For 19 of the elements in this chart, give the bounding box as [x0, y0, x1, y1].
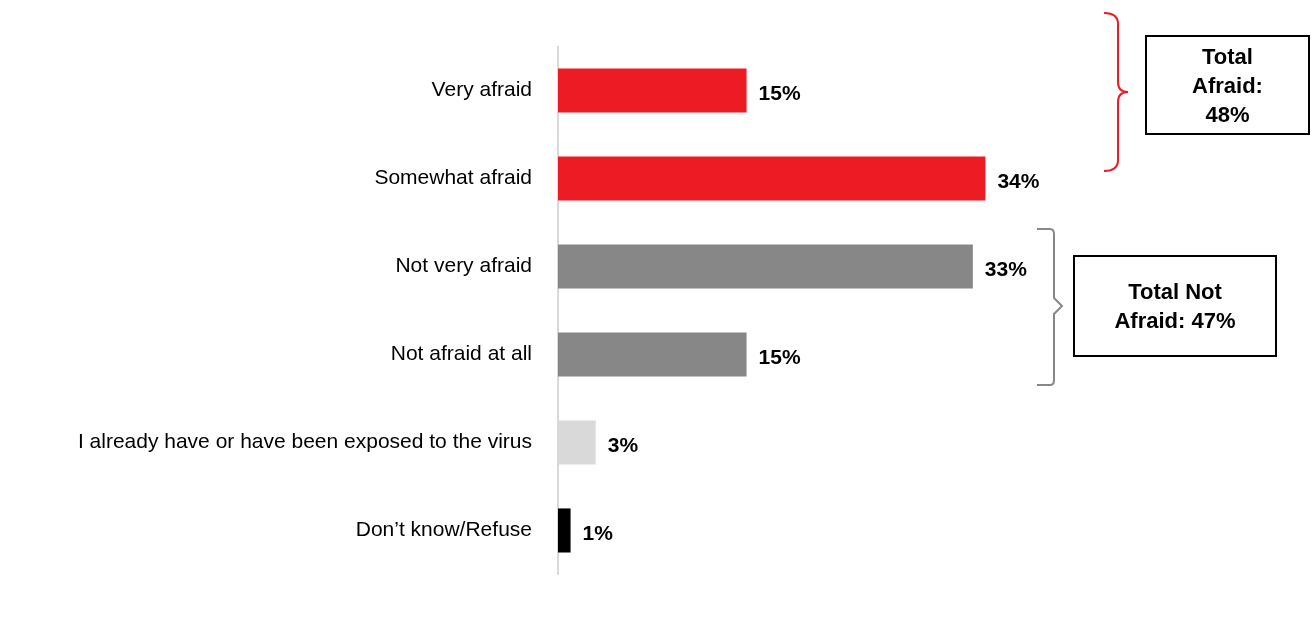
data-label: 34% — [997, 169, 1040, 193]
data-label: 3% — [607, 433, 639, 457]
y-tick-label: Somewhat afraid — [374, 165, 532, 189]
data-label: 33% — [984, 257, 1028, 281]
bar — [558, 244, 973, 289]
y-tick-label: Not very afraid — [395, 253, 532, 277]
data-label: 1% — [582, 521, 614, 545]
data-label: 15% — [758, 81, 801, 105]
bar — [558, 508, 571, 553]
text: Total Afraid: 48% — [1191, 42, 1264, 129]
bar — [558, 156, 986, 201]
y-tick-label: Don’t know/Refuse — [355, 517, 532, 541]
y-tick-label: Not afraid at all — [390, 341, 532, 365]
bar — [558, 332, 747, 377]
y-tick-label: I already have or have been exposed to the virus — [77, 429, 532, 453]
data-label: 15% — [758, 345, 801, 369]
bar — [558, 68, 747, 113]
text: Total Not Afraid: 47% — [1113, 278, 1237, 335]
y-tick-label: Very afraid — [431, 77, 532, 101]
